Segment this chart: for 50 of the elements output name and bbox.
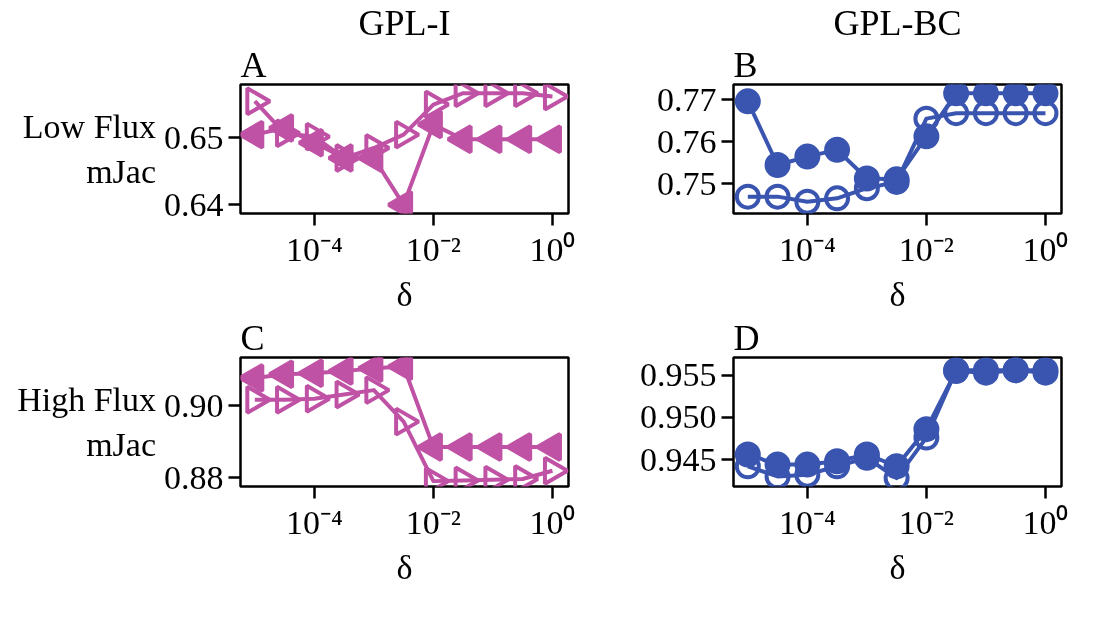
x-tick-label: 10⁻² xyxy=(405,503,461,541)
point xyxy=(1032,84,1059,107)
x-tick-label: 10⁻² xyxy=(898,503,954,541)
y-tick-label: 0.64 xyxy=(164,185,224,223)
x-axis-title: δ xyxy=(396,548,413,586)
x-tick-label: 10⁻⁴ xyxy=(778,503,836,541)
y-tick-label: 0.76 xyxy=(657,122,717,160)
point xyxy=(734,88,761,115)
y-tick-label: 0.77 xyxy=(657,80,717,118)
y-tick-label: 0.90 xyxy=(164,386,224,424)
chart-title: GPL-BC xyxy=(833,2,962,43)
point xyxy=(794,188,821,214)
x-axis-title: δ xyxy=(889,548,906,586)
x-tick-label: 10⁻⁴ xyxy=(285,503,343,541)
x-tick-label: 10⁰ xyxy=(1022,230,1069,268)
point xyxy=(1002,84,1029,107)
y-tick-label: 0.65 xyxy=(164,118,224,156)
y-tick-label: 0.950 xyxy=(640,398,717,436)
point xyxy=(1002,100,1029,127)
chart-subtitle: A xyxy=(240,44,267,85)
chart-title: GPL-I xyxy=(358,2,451,43)
y-axis-title: Low Flux mJac xyxy=(22,108,157,190)
y-axis-title: High Flux mJac xyxy=(17,381,156,463)
point xyxy=(794,143,821,170)
chart-subtitle: B xyxy=(733,44,758,85)
point xyxy=(824,185,851,212)
point xyxy=(972,84,999,107)
y-tick-label: 0.945 xyxy=(640,440,717,478)
point xyxy=(1032,100,1059,127)
x-tick-label: 10⁰ xyxy=(1022,503,1069,541)
x-tick-label: 10⁻² xyxy=(898,230,954,268)
x-tick-label: 10⁻⁴ xyxy=(285,230,343,268)
y-tick-label: 0.75 xyxy=(657,164,717,202)
point xyxy=(734,183,761,210)
x-tick-label: 10⁻⁴ xyxy=(778,230,836,268)
x-tick-label: 10⁻² xyxy=(405,230,461,268)
point xyxy=(764,152,791,178)
x-tick-label: 10⁰ xyxy=(529,230,576,268)
point xyxy=(824,136,851,163)
x-axis-title: δ xyxy=(889,275,906,313)
point xyxy=(972,100,999,127)
point xyxy=(943,84,970,107)
chart-subtitle: D xyxy=(733,317,760,358)
x-axis-title: δ xyxy=(396,275,413,313)
x-tick-label: 10⁰ xyxy=(529,503,576,541)
y-tick-label: 0.955 xyxy=(640,356,717,394)
y-tick-label: 0.88 xyxy=(164,458,224,496)
point xyxy=(764,183,791,210)
chart-subtitle: C xyxy=(240,317,265,358)
point xyxy=(943,100,970,127)
